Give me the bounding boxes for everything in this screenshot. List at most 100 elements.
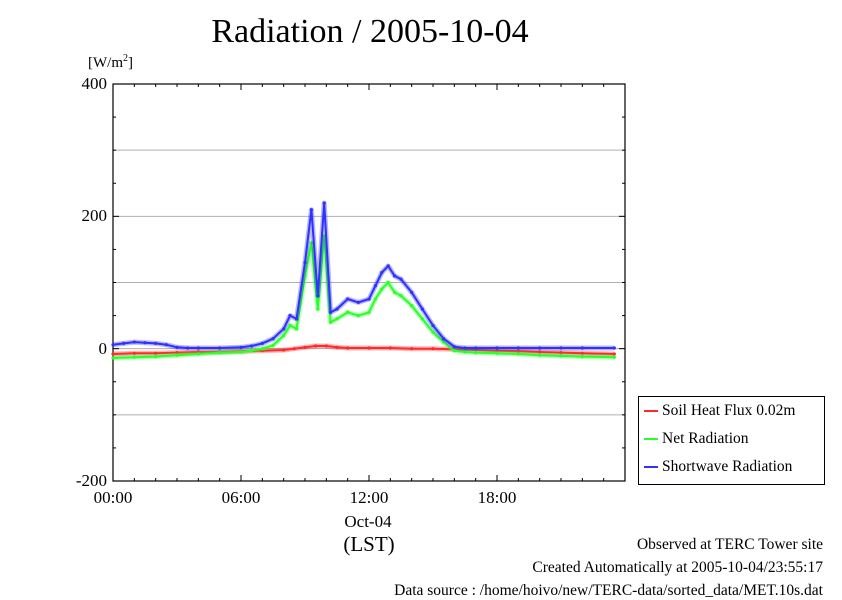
data-point-net-radiation — [316, 307, 320, 311]
x-tick-label: 18:00 — [477, 488, 517, 507]
data-point-shortwave-radiation — [346, 297, 350, 301]
data-point-soil-heat-flux-0-02m — [324, 344, 328, 348]
data-point-net-radiation — [356, 313, 360, 318]
data-point-net-radiation — [250, 349, 254, 353]
chart-title: Radiation / 2005-10-04 — [211, 13, 529, 50]
data-point-net-radiation — [218, 351, 222, 355]
data-point-soil-heat-flux-0-02m — [367, 346, 371, 350]
data-point-net-radiation — [329, 320, 333, 324]
data-point-shortwave-radiation — [431, 323, 435, 328]
footer-created-note: Created Automatically at 2005-10-04/23:5… — [532, 559, 823, 576]
data-point-shortwave-radiation — [154, 341, 158, 345]
data-point-net-radiation — [239, 350, 243, 354]
legend-swatch-shortwave-radiation — [644, 466, 658, 468]
data-point-net-radiation — [380, 287, 384, 291]
data-point-soil-heat-flux-0-02m — [111, 352, 115, 356]
x-tick-label: 06:00 — [221, 488, 261, 507]
data-point-net-radiation — [442, 340, 446, 344]
data-point-shortwave-radiation — [559, 346, 563, 350]
legend-swatch-net-radiation — [644, 438, 658, 440]
series-halo-shortwave-radiation — [112, 200, 615, 351]
data-point-net-radiation — [294, 327, 299, 331]
data-point-shortwave-radiation — [329, 310, 333, 314]
x-tick-label: 00:00 — [93, 488, 133, 507]
data-point-shortwave-radiation — [175, 345, 179, 349]
data-point-net-radiation — [580, 355, 584, 359]
data-point-shortwave-radiation — [288, 313, 292, 318]
y-tick-label: 400 — [81, 74, 108, 93]
data-point-soil-heat-flux-0-02m — [346, 346, 350, 350]
legend-label-net-radiation: Net Radiation — [662, 430, 749, 447]
data-point-shortwave-radiation — [294, 317, 299, 321]
data-point-soil-heat-flux-0-02m — [516, 349, 520, 353]
data-point-net-radiation — [386, 280, 390, 285]
data-point-shortwave-radiation — [356, 300, 360, 304]
data-point-net-radiation — [431, 330, 435, 334]
data-point-shortwave-radiation — [132, 340, 136, 344]
chart-legend: Soil Heat Flux 0.02m Net Radiation Short… — [638, 396, 825, 485]
data-point-net-radiation — [303, 274, 307, 278]
legend-swatch-soil-heat-flux — [644, 410, 658, 412]
data-point-shortwave-radiation — [309, 208, 313, 212]
legend-item-net-radiation: Net Radiation — [639, 428, 824, 450]
data-point-soil-heat-flux-0-02m — [388, 346, 392, 350]
data-point-soil-heat-flux-0-02m — [410, 347, 414, 351]
data-point-net-radiation — [399, 294, 403, 298]
data-point-shortwave-radiation — [322, 201, 326, 205]
legend-label-soil-heat-flux: Soil Heat Flux 0.02m — [662, 402, 796, 419]
data-point-soil-heat-flux-0-02m — [175, 351, 179, 355]
legend-item-soil-heat-flux: Soil Heat Flux 0.02m — [639, 400, 824, 422]
data-point-net-radiation — [175, 353, 179, 357]
footer-site-note: Observed at TERC Tower site — [636, 536, 823, 553]
data-point-net-radiation — [335, 317, 339, 321]
data-point-net-radiation — [367, 310, 371, 314]
data-point-shortwave-radiation — [239, 345, 243, 349]
x-tick-label: 12:00 — [349, 488, 389, 507]
data-point-soil-heat-flux-0-02m — [314, 344, 318, 348]
data-point-shortwave-radiation — [538, 346, 542, 350]
data-point-net-radiation — [154, 355, 158, 359]
data-point-net-radiation — [393, 290, 397, 295]
data-point-shortwave-radiation — [580, 346, 584, 350]
data-point-net-radiation — [452, 349, 456, 353]
unit-close: ] — [128, 55, 133, 71]
data-point-shortwave-radiation — [399, 277, 403, 281]
data-point-shortwave-radiation — [122, 341, 126, 345]
unit-superscript: 2 — [123, 53, 128, 64]
data-point-shortwave-radiation — [303, 261, 307, 265]
data-point-soil-heat-flux-0-02m — [132, 351, 136, 355]
y-tick-label: 200 — [81, 206, 108, 226]
data-point-soil-heat-flux-0-02m — [154, 351, 158, 355]
series-halo-net-radiation — [112, 233, 615, 361]
data-point-net-radiation — [196, 352, 200, 356]
data-point-shortwave-radiation — [386, 264, 390, 268]
data-point-net-radiation — [559, 354, 563, 358]
data-point-soil-heat-flux-0-02m — [538, 350, 542, 354]
data-point-shortwave-radiation — [410, 290, 414, 295]
data-point-net-radiation — [420, 317, 424, 321]
x-axis-date-label: Oct-04 — [344, 512, 392, 531]
data-point-net-radiation — [516, 352, 520, 356]
data-point-net-radiation — [282, 333, 286, 338]
data-point-net-radiation — [612, 355, 616, 359]
data-point-soil-heat-flux-0-02m — [559, 351, 563, 355]
data-point-shortwave-radiation — [218, 346, 222, 350]
data-point-soil-heat-flux-0-02m — [335, 345, 339, 349]
data-point-shortwave-radiation — [474, 346, 478, 350]
data-point-net-radiation — [322, 234, 326, 238]
data-point-shortwave-radiation — [393, 274, 397, 278]
data-point-shortwave-radiation — [367, 297, 371, 301]
legend-label-shortwave-radiation: Shortwave Radiation — [662, 458, 793, 475]
data-point-soil-heat-flux-0-02m — [292, 347, 296, 351]
data-point-net-radiation — [538, 353, 542, 357]
y-axis-unit: [W/m2] — [88, 53, 133, 72]
data-point-net-radiation — [260, 347, 264, 351]
data-point-shortwave-radiation — [250, 344, 254, 348]
data-point-shortwave-radiation — [452, 345, 456, 349]
data-point-soil-heat-flux-0-02m — [612, 352, 616, 356]
data-point-shortwave-radiation — [282, 327, 286, 331]
data-point-shortwave-radiation — [164, 343, 168, 347]
data-point-soil-heat-flux-0-02m — [431, 347, 435, 351]
data-point-shortwave-radiation — [373, 284, 377, 288]
